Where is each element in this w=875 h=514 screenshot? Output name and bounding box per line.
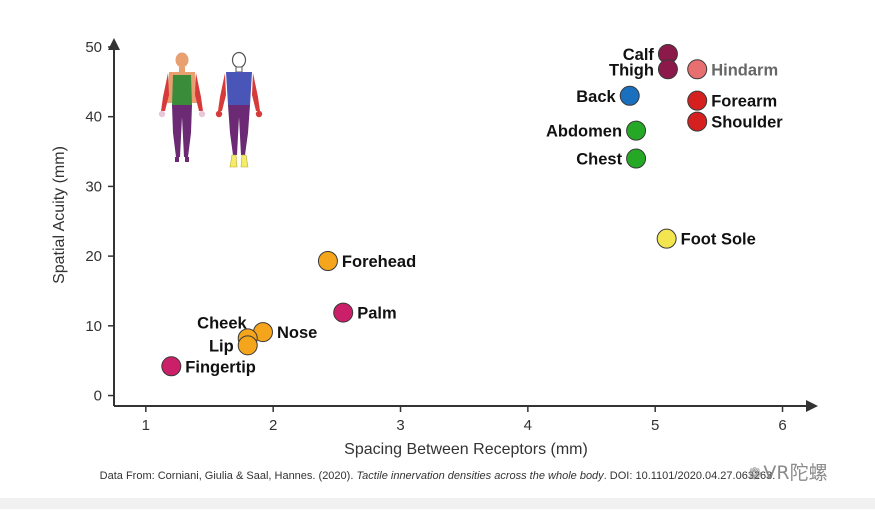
bottom-strip bbox=[0, 498, 875, 509]
point-label: Shoulder bbox=[711, 114, 783, 132]
point-label: Foot Sole bbox=[681, 231, 756, 249]
citation-prefix: Data From: Corniani, Giulia & Saal, Hann… bbox=[99, 470, 357, 482]
point-label: Back bbox=[576, 88, 616, 106]
point-label: Calf bbox=[623, 46, 655, 64]
x-axis-arrow bbox=[806, 400, 818, 412]
point-marker bbox=[656, 228, 677, 249]
point-marker bbox=[687, 59, 708, 80]
point-abdomen: Abdomen bbox=[546, 120, 647, 141]
point-label: Palm bbox=[357, 305, 396, 323]
x-axis-title: Spacing Between Receptors (mm) bbox=[344, 441, 588, 458]
y-tick-label: 50 bbox=[85, 39, 102, 56]
point-marker bbox=[333, 302, 354, 323]
point-palm: Palm bbox=[333, 302, 397, 323]
point-marker bbox=[237, 335, 258, 356]
point-forearm: Forearm bbox=[687, 90, 777, 111]
point-label: Nose bbox=[277, 324, 317, 342]
x-tick-label: 4 bbox=[524, 417, 532, 434]
citation-title: Tactile innervation densities across the… bbox=[356, 470, 604, 482]
point-fingertip: Fingertip bbox=[161, 356, 256, 377]
point-label: Thigh bbox=[609, 61, 654, 79]
point-marker bbox=[687, 111, 708, 132]
point-forehead: Forehead bbox=[317, 250, 416, 271]
x-tick-label: 3 bbox=[396, 417, 404, 434]
watermark: ❁ VR陀螺 bbox=[748, 458, 828, 485]
x-tick-label: 6 bbox=[778, 417, 786, 434]
point-back: Back bbox=[576, 85, 640, 106]
wechat-icon: ❁ bbox=[748, 464, 762, 483]
point-chest: Chest bbox=[576, 148, 647, 169]
point-nose: Nose bbox=[252, 322, 317, 343]
back-body-figure bbox=[215, 51, 263, 168]
point-marker bbox=[317, 250, 338, 271]
y-tick-label: 10 bbox=[85, 318, 102, 335]
point-label: Lip bbox=[209, 337, 234, 355]
point-calf: Calf bbox=[623, 43, 678, 64]
point-label: Chest bbox=[576, 151, 622, 169]
point-label: Abdomen bbox=[546, 123, 622, 141]
front-body-figure bbox=[158, 52, 206, 162]
y-axis-title: Spatial Acuity (mm) bbox=[51, 146, 68, 284]
x-tick-label: 5 bbox=[651, 417, 659, 434]
point-label: Forearm bbox=[711, 93, 777, 111]
point-label: Hindarm bbox=[711, 61, 778, 79]
y-tick-label: 30 bbox=[85, 178, 102, 195]
point-thigh: Thigh bbox=[609, 59, 678, 80]
point-marker bbox=[619, 85, 640, 106]
point-marker bbox=[626, 148, 647, 169]
y-axis-arrow bbox=[108, 38, 120, 50]
point-lip: Lip bbox=[209, 335, 258, 356]
point-hindarm: Hindarm bbox=[687, 59, 778, 80]
point-marker bbox=[161, 356, 182, 377]
point-foot-sole: Foot Sole bbox=[656, 228, 756, 249]
y-tick-label: 40 bbox=[85, 109, 102, 126]
ticks-layer: 1 2 3 4 5 6 0 10 20 30 40 50 bbox=[85, 39, 786, 434]
citation-suffix: . DOI: 10.1101/2020.04.27.063263. bbox=[603, 470, 776, 482]
y-tick-label: 20 bbox=[85, 248, 102, 265]
y-tick-label: 0 bbox=[94, 388, 102, 405]
point-shoulder: Shoulder bbox=[687, 111, 783, 132]
point-marker bbox=[687, 90, 708, 111]
point-label: Fingertip bbox=[185, 358, 256, 376]
x-tick-label: 1 bbox=[142, 417, 150, 434]
source-citation: Data From: Corniani, Giulia & Saal, Hann… bbox=[0, 470, 875, 482]
x-tick-label: 2 bbox=[269, 417, 277, 434]
point-marker bbox=[657, 59, 678, 80]
point-label: Cheek bbox=[197, 314, 247, 332]
point-label: Forehead bbox=[342, 253, 416, 271]
watermark-text: VR陀螺 bbox=[763, 462, 828, 484]
point-marker bbox=[626, 120, 647, 141]
